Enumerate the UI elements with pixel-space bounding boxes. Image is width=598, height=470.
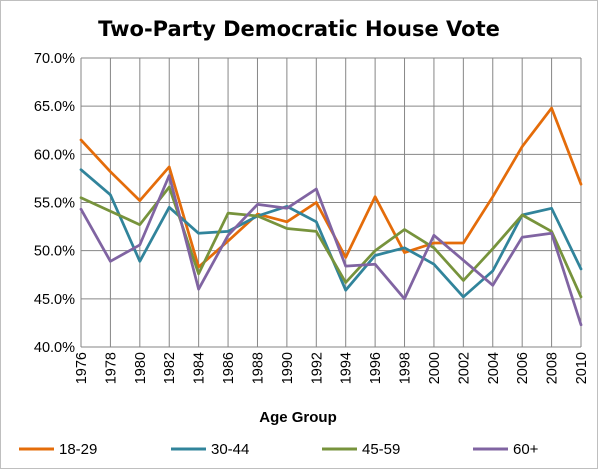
series-line-60+ bbox=[79, 174, 583, 327]
series-line-45-59 bbox=[79, 185, 583, 299]
x-tick-label: 1976 bbox=[74, 352, 90, 384]
axes bbox=[80, 58, 581, 348]
series-lines bbox=[79, 106, 583, 327]
x-tick-label: 1980 bbox=[133, 352, 149, 384]
y-tick-label: 45.0% bbox=[34, 292, 75, 308]
legend-label: 30-44 bbox=[211, 441, 249, 458]
y-tick-label: 50.0% bbox=[34, 244, 75, 260]
chart-title: Two-Party Democratic House Vote bbox=[98, 17, 500, 41]
legend: 18-29 30-44 45-59 60+ bbox=[19, 441, 539, 458]
x-tick-label: 2010 bbox=[574, 352, 590, 384]
x-tick-labels: 1976 1978 1980 1982 1984 1986 1988 1990 1992 1994… bbox=[74, 352, 590, 384]
y-tick-label: 65.0% bbox=[34, 99, 75, 115]
x-tick-label: 1992 bbox=[309, 352, 325, 384]
x-tick-label: 2000 bbox=[427, 352, 443, 384]
x-tick-label: 2004 bbox=[486, 352, 502, 384]
x-tick-label: 2006 bbox=[515, 352, 531, 384]
x-tick-label: 2002 bbox=[456, 352, 472, 384]
y-tick-labels: 40.0% 45.0% 50.0% 55.0% 60.0% 65.0% 70.0% bbox=[34, 51, 75, 356]
x-tick-label: 1998 bbox=[398, 352, 414, 384]
x-tick-label: 1990 bbox=[280, 352, 296, 384]
y-tick-label: 60.0% bbox=[34, 147, 75, 163]
x-tick-label: 1994 bbox=[339, 352, 355, 384]
x-tick-label: 1986 bbox=[221, 352, 237, 384]
legend-label: 60+ bbox=[513, 441, 539, 458]
x-tick-label: 1996 bbox=[368, 352, 384, 384]
x-tick-label: 1984 bbox=[192, 352, 208, 384]
x-tick-label: 1988 bbox=[250, 352, 266, 384]
y-tick-label: 55.0% bbox=[34, 196, 75, 212]
y-tick-label: 40.0% bbox=[34, 340, 75, 356]
x-axis-label: Age Group bbox=[259, 409, 337, 426]
x-tick-label: 2008 bbox=[545, 352, 561, 384]
x-tick-label: 1982 bbox=[162, 352, 178, 384]
y-tick-label: 70.0% bbox=[34, 51, 75, 67]
x-tick-label: 1978 bbox=[103, 352, 119, 384]
legend-label: 45-59 bbox=[362, 441, 400, 458]
legend-label: 18-29 bbox=[59, 441, 97, 458]
